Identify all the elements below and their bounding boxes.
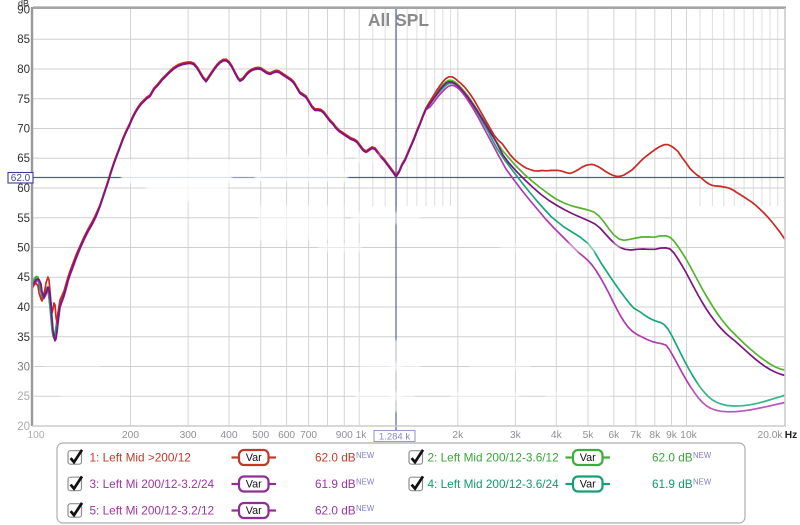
svg-text:1k: 1k <box>356 430 368 441</box>
svg-text:3k: 3k <box>510 430 522 441</box>
svg-text:40: 40 <box>17 302 30 314</box>
svg-text:5k: 5k <box>583 430 595 441</box>
svg-text:62.0 dB: 62.0 dB <box>315 450 356 464</box>
svg-text:NEW: NEW <box>693 451 712 460</box>
svg-text:NEW: NEW <box>356 504 375 513</box>
svg-text:75: 75 <box>17 94 30 106</box>
svg-text:50: 50 <box>17 243 30 255</box>
svg-text:61.9 dB: 61.9 dB <box>315 477 356 491</box>
svg-text:500: 500 <box>252 430 269 441</box>
svg-text:62.0: 62.0 <box>11 173 31 184</box>
svg-text:2k: 2k <box>452 430 464 441</box>
svg-text:62.0 dB: 62.0 dB <box>315 503 356 517</box>
svg-text:400: 400 <box>221 430 238 441</box>
svg-text:10k: 10k <box>680 430 697 441</box>
svg-text:5: Left Mi 200/12-3.2/12: 5: Left Mi 200/12-3.2/12 <box>90 503 215 517</box>
svg-text:9k: 9k <box>666 430 678 441</box>
svg-text:25: 25 <box>17 391 30 403</box>
svg-text:700: 700 <box>300 430 317 441</box>
svg-text:60: 60 <box>17 183 30 195</box>
svg-text:Var: Var <box>246 479 262 491</box>
svg-text:8k: 8k <box>649 430 661 441</box>
svg-text:7k: 7k <box>630 430 642 441</box>
svg-text:20: 20 <box>17 421 30 433</box>
svg-text:61.9 dB: 61.9 dB <box>652 477 693 491</box>
svg-text:600: 600 <box>278 430 295 441</box>
svg-text:Var: Var <box>580 479 596 491</box>
svg-text:Hz: Hz <box>785 430 797 441</box>
svg-text:3: Left Mi 200/12-3.2/24: 3: Left Mi 200/12-3.2/24 <box>90 477 215 491</box>
svg-text:All SPL: All SPL <box>368 10 430 30</box>
svg-text:65: 65 <box>17 153 30 165</box>
svg-text:300: 300 <box>180 430 197 441</box>
svg-text:80: 80 <box>17 64 30 76</box>
svg-text:NEW: NEW <box>356 478 375 487</box>
svg-text:NEW: NEW <box>693 478 712 487</box>
svg-text:100: 100 <box>28 430 45 441</box>
svg-text:4: Left Mid 200/12-3.6/24: 4: Left Mid 200/12-3.6/24 <box>428 477 560 491</box>
svg-text:1.284 k: 1.284 k <box>379 431 410 442</box>
svg-text:200: 200 <box>122 430 139 441</box>
svg-text:90: 90 <box>17 5 30 17</box>
svg-text:6k: 6k <box>609 430 621 441</box>
svg-text:dB: dB <box>18 0 29 9</box>
svg-text:900: 900 <box>336 430 353 441</box>
svg-text:35: 35 <box>17 332 30 344</box>
svg-text:1: Left Mid >200/12: 1: Left Mid >200/12 <box>90 450 191 464</box>
svg-text:Var: Var <box>246 452 262 464</box>
svg-text:Var: Var <box>580 452 596 464</box>
svg-text:55: 55 <box>17 213 30 225</box>
svg-text:2: Left Mid 200/12-3.6/12: 2: Left Mid 200/12-3.6/12 <box>428 450 559 464</box>
svg-text:NEW: NEW <box>356 451 375 460</box>
svg-text:20.0k: 20.0k <box>758 430 784 441</box>
svg-text:62.0 dB: 62.0 dB <box>652 450 693 464</box>
svg-text:30: 30 <box>17 362 30 374</box>
svg-text:85: 85 <box>17 34 30 46</box>
svg-text:Var: Var <box>246 505 262 517</box>
svg-text:4k: 4k <box>551 430 563 441</box>
svg-text:70: 70 <box>17 124 30 136</box>
svg-text:45: 45 <box>17 272 30 284</box>
